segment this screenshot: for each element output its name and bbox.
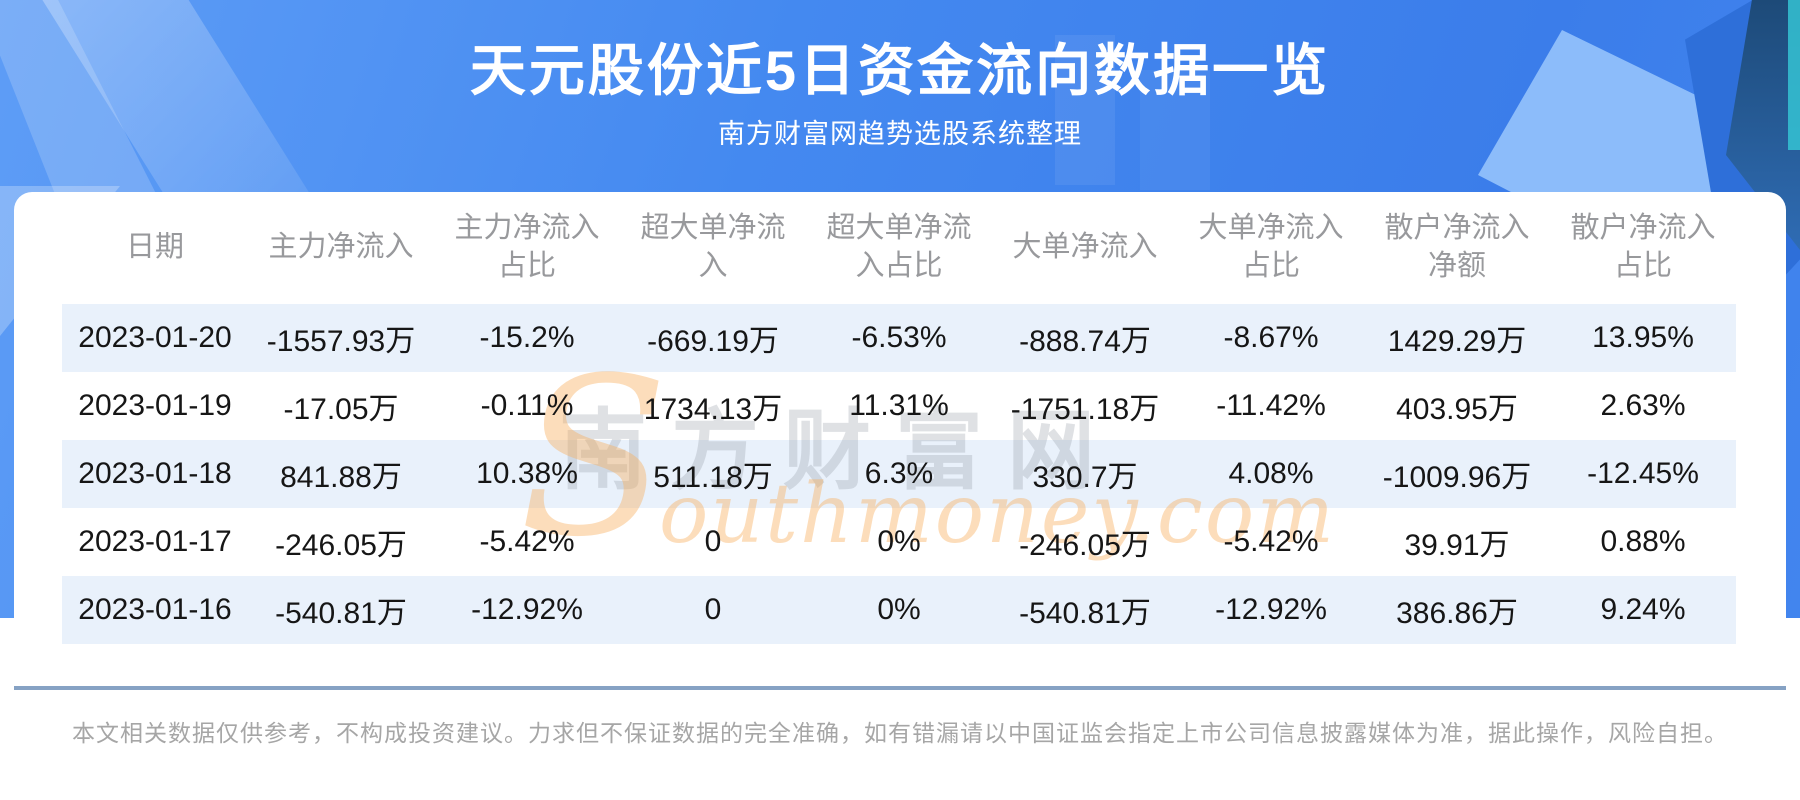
value-cell: 0%	[877, 525, 921, 558]
value-cell: 6.3%	[864, 457, 934, 490]
page-title: 天元股份近5日资金流向数据一览	[469, 39, 1331, 102]
table-row: 2023-01-20 -1557.93万 -15.2% -669.19万 -6.53% -…	[62, 304, 1736, 372]
value-cell: 1429.29万	[1387, 325, 1527, 358]
table-row: 2023-01-19 -17.05万 -0.11% 1734.13万 11.31% -17…	[62, 372, 1736, 440]
value-cell: -246.05万	[275, 529, 407, 562]
header-cell: 主力净流入	[268, 231, 414, 264]
table-body: 2023-01-20 -1557.93万 -15.2% -669.19万 -6.53% -…	[62, 304, 1736, 644]
value-cell: -12.92%	[1215, 593, 1327, 626]
value-cell: -12.92%	[471, 593, 583, 626]
value-cell: -540.81万	[1019, 597, 1151, 630]
date-cell: 2023-01-20	[78, 321, 232, 354]
value-cell: 0%	[877, 593, 921, 626]
value-cell: 0.88%	[1600, 525, 1686, 558]
value-cell: -11.42%	[1216, 389, 1326, 422]
disclaimer-text: 本文相关数据仅供参考，不构成投资建议。力求但不保证数据的完全准确，如有错漏请以中…	[72, 720, 1728, 746]
header-cell: 超大单净流 入占比	[826, 212, 972, 282]
table-row: 2023-01-16 -540.81万 -12.92% 0 0% -540.81万 -12.…	[62, 576, 1736, 644]
value-cell: -12.45%	[1587, 457, 1699, 490]
value-cell: -1009.96万	[1382, 461, 1532, 494]
value-cell: 0	[704, 525, 722, 558]
value-cell: 9.24%	[1600, 593, 1686, 626]
table-row: 2023-01-17 -246.05万 -5.42% 0 0% -246.05万 -5.42…	[62, 508, 1736, 576]
value-cell: -540.81万	[275, 597, 407, 630]
value-cell: -1751.18万	[1010, 393, 1160, 426]
value-cell: -8.67%	[1223, 321, 1319, 354]
header-cell: 主力净流入 占比	[454, 212, 600, 282]
bg-pillar-icon	[1055, 35, 1115, 185]
value-cell: 39.91万	[1404, 529, 1510, 562]
value-cell: 511.18万	[653, 461, 773, 494]
page-subtitle: 南方财富网趋势选股系统整理	[718, 119, 1082, 149]
value-cell: 2.63%	[1600, 389, 1686, 422]
value-cell: -5.42%	[479, 525, 575, 558]
value-cell: 1734.13万	[643, 393, 783, 426]
value-cell: 386.86万	[1396, 597, 1518, 630]
value-cell: 330.7万	[1032, 461, 1138, 494]
value-cell: 13.95%	[1592, 321, 1694, 354]
value-cell: 11.31%	[849, 389, 949, 422]
value-cell: -15.2%	[479, 321, 575, 354]
date-cell: 2023-01-18	[78, 457, 232, 490]
value-cell: 4.08%	[1228, 457, 1314, 490]
header-cell: 超大单净流 入	[640, 212, 786, 282]
value-cell: 0	[704, 593, 722, 626]
header-cell: 大单净流入 占比	[1198, 212, 1344, 282]
value-cell: -1557.93万	[266, 325, 416, 358]
table-header-row: 日期 主力净流入 主力净流入 占比 超大单净流 入超大单净流 入占比 大单净流入 大单净流…	[62, 192, 1736, 304]
bg-teal-edge-icon	[1788, 0, 1800, 150]
header-cell: 散户净流入 净额	[1384, 212, 1530, 282]
date-cell: 2023-01-17	[78, 525, 232, 558]
date-cell: 2023-01-16	[78, 593, 232, 626]
header-cell: 散户净流入 占比	[1570, 212, 1716, 282]
value-cell: 841.88万	[280, 461, 402, 494]
value-cell: -17.05万	[283, 393, 399, 426]
value-cell: -669.19万	[647, 325, 779, 358]
value-cell: 403.95万	[1396, 393, 1518, 426]
bg-pillar-icon	[1140, 70, 1210, 190]
header-cell: 大单净流入	[1012, 231, 1158, 264]
value-cell: -246.05万	[1019, 529, 1151, 562]
date-cell: 2023-01-19	[78, 389, 232, 422]
value-cell: -5.42%	[1223, 525, 1319, 558]
value-cell: 10.38%	[476, 457, 578, 490]
value-cell: -0.11%	[480, 389, 574, 422]
value-cell: -888.74万	[1019, 325, 1151, 358]
fund-flow-table-card: 日期 主力净流入 主力净流入 占比 超大单净流 入超大单净流 入占比 大单净流入 大单净流…	[14, 192, 1786, 690]
table-row: 2023-01-18 841.88万 10.38% 511.18万 6.3% 330.7万…	[62, 440, 1736, 508]
value-cell: -6.53%	[851, 321, 947, 354]
header-cell: 日期	[125, 231, 184, 264]
